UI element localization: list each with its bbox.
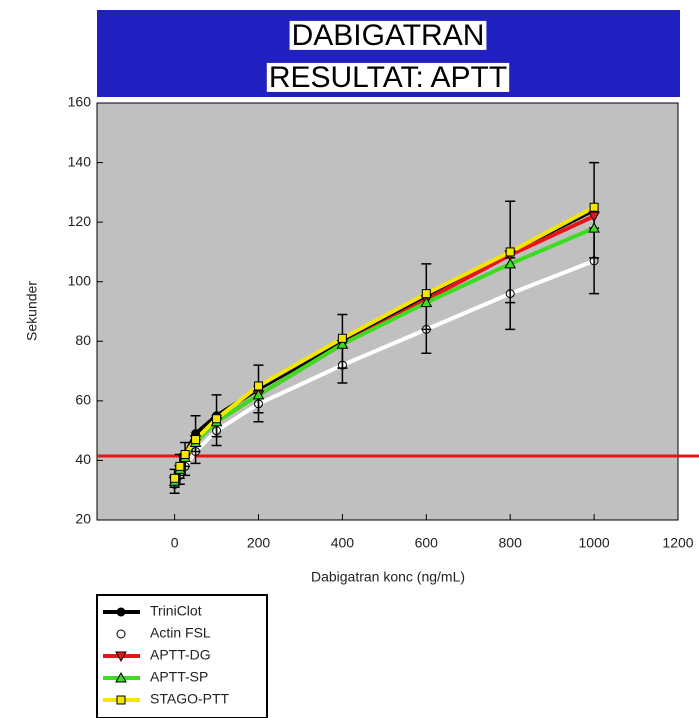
legend-label: STAGO-PTT: [150, 691, 230, 707]
marker: [212, 414, 222, 424]
x-tick-label: 600: [415, 535, 439, 551]
marker: [116, 695, 126, 705]
marker: [337, 360, 347, 370]
legend-marker: [116, 629, 126, 639]
legend-marker: [116, 607, 126, 617]
marker: [589, 256, 599, 266]
legend-label: TriniClot: [150, 603, 202, 619]
x-axis-label: Dabigatran konc (ng/mL): [311, 569, 465, 585]
y-tick-label: 160: [68, 94, 92, 110]
marker: [116, 607, 126, 617]
marker: [115, 651, 127, 663]
y-tick-label: 120: [68, 213, 92, 229]
marker: [421, 324, 431, 334]
x-tick-label: 1200: [662, 535, 693, 551]
legend-label: Actin FSL: [150, 625, 211, 641]
marker: [170, 473, 180, 483]
legend-marker: [115, 671, 127, 683]
y-tick-label: 40: [75, 451, 91, 467]
x-tick-label: 0: [171, 535, 179, 551]
marker: [175, 461, 185, 471]
x-tick-label: 1000: [579, 535, 610, 551]
marker: [588, 211, 600, 223]
y-tick-label: 80: [75, 332, 91, 348]
y-tick-label: 20: [75, 511, 91, 527]
plot-area: [96, 102, 679, 521]
marker: [191, 446, 201, 456]
y-tick-label: 140: [68, 153, 92, 169]
marker: [252, 388, 265, 400]
marker: [504, 257, 517, 269]
y-axis-label: Sekunder: [24, 281, 40, 341]
marker: [589, 202, 599, 212]
marker: [505, 247, 515, 257]
marker: [588, 222, 600, 233]
x-tick-label: 200: [247, 535, 271, 551]
marker: [505, 289, 515, 299]
marker: [191, 435, 201, 445]
title-background: [266, 62, 510, 92]
legend-marker: [115, 651, 127, 663]
marker: [420, 296, 433, 308]
y-tick-label: 60: [75, 392, 91, 408]
legend-marker: [116, 695, 126, 705]
legend-label: APTT-DG: [150, 647, 211, 663]
legend-label: APTT-SP: [150, 669, 208, 685]
marker: [421, 289, 431, 299]
marker: [115, 671, 127, 683]
x-tick-label: 400: [331, 535, 355, 551]
marker: [180, 449, 190, 459]
chart-title: DABIGATRAN: [292, 19, 485, 52]
marker: [336, 338, 349, 349]
marker: [116, 629, 126, 639]
marker: [254, 381, 264, 391]
title-background: [289, 20, 487, 50]
y-tick-label: 100: [68, 272, 92, 288]
chart-title: RESULTAT: APTT: [269, 61, 507, 94]
marker: [337, 333, 347, 343]
x-tick-label: 800: [499, 535, 523, 551]
